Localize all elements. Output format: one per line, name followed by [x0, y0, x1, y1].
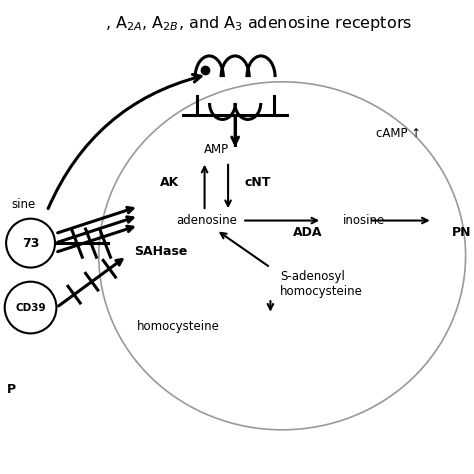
Text: PN: PN — [451, 226, 471, 239]
Text: ADA: ADA — [293, 226, 323, 239]
Text: cAMP ↑: cAMP ↑ — [376, 127, 421, 140]
Text: SAHase: SAHase — [134, 245, 187, 257]
Text: homocysteine: homocysteine — [280, 284, 363, 298]
Text: adenosine: adenosine — [176, 214, 237, 227]
Text: homocysteine: homocysteine — [137, 320, 220, 333]
Text: P: P — [7, 383, 16, 396]
Circle shape — [5, 282, 56, 333]
Text: sine: sine — [12, 198, 36, 210]
Circle shape — [6, 219, 55, 267]
Text: AK: AK — [159, 176, 179, 190]
Text: CD39: CD39 — [15, 302, 46, 312]
Text: 73: 73 — [22, 237, 39, 250]
Text: inosine: inosine — [343, 214, 385, 227]
Text: cNT: cNT — [245, 176, 271, 190]
Text: S-adenosyl: S-adenosyl — [280, 271, 345, 283]
Text: AMP: AMP — [204, 144, 229, 156]
FancyArrowPatch shape — [48, 74, 201, 209]
Text: , A$_{2A}$, A$_{2B}$, and A$_3$ adenosine receptors: , A$_{2A}$, A$_{2B}$, and A$_3$ adenosin… — [105, 14, 412, 33]
